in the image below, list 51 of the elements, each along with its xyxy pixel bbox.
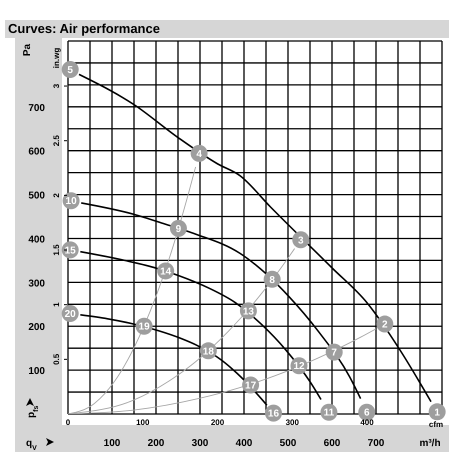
- annotation: 10: [66, 196, 78, 208]
- text: m³/h: [419, 438, 441, 449]
- x2-tick-label: 100: [136, 418, 150, 427]
- y-tick-label: 700: [28, 102, 46, 114]
- y-tick-label: 500: [28, 190, 46, 202]
- annotation: 17: [245, 380, 257, 392]
- annotation: 7: [331, 348, 338, 359]
- x2-tick-label: 0: [66, 418, 71, 427]
- x2-axis-title: cfm: [428, 420, 444, 429]
- annotation: 18: [202, 346, 214, 358]
- annotation: 9: [176, 224, 182, 235]
- annotation: 1: [434, 407, 440, 418]
- x-tick-label: 100: [104, 438, 121, 449]
- annotation: 5: [67, 65, 74, 76]
- x-tick-label: 500: [280, 438, 297, 449]
- annotation: 4: [196, 148, 202, 160]
- x2-tick-label: 200: [210, 418, 225, 427]
- annotation: 14: [160, 266, 172, 278]
- annotation: 13: [242, 306, 254, 318]
- x-axis-title: q$_{V}$: [26, 438, 38, 452]
- y2-tick-label: 3: [52, 83, 61, 88]
- annotation: 8: [269, 274, 276, 286]
- y2-tick-label: 1.5: [52, 244, 61, 256]
- y-tick-label: 100: [28, 366, 46, 378]
- x2-tick-label: 400: [360, 418, 374, 427]
- y-tick-label: 200: [28, 322, 46, 334]
- annotation: 15: [64, 245, 76, 256]
- y2-axis-title: in.wg: [52, 48, 61, 68]
- annotation: 16: [268, 408, 280, 420]
- x-tick-label: 300: [192, 438, 209, 449]
- y2-tick-label: 1: [52, 302, 61, 307]
- x-tick-label: 400: [236, 438, 253, 449]
- annotation: 3: [298, 235, 304, 246]
- text: Pa: [22, 43, 33, 56]
- y2-tick-label: 2: [52, 192, 61, 198]
- y-tick-label: 600: [28, 146, 46, 158]
- annotation: 12: [293, 361, 305, 372]
- x-tick-label: 600: [324, 438, 341, 449]
- annotation: 6: [364, 408, 370, 419]
- y-tick-label: 400: [28, 234, 46, 246]
- annotation: 20: [64, 309, 76, 320]
- y-tick-label: 300: [28, 278, 46, 290]
- chart-title: Curves: Air performance: [8, 21, 160, 37]
- x-tick-label: 700: [368, 438, 385, 449]
- y2-tick-label: 0.5: [52, 353, 61, 365]
- annotation: 19: [138, 322, 150, 333]
- x2-tick-label: 300: [286, 418, 300, 427]
- annotation: 2: [382, 320, 388, 331]
- y2-tick-label: 2.5: [52, 134, 61, 146]
- x-tick-label: 200: [148, 438, 165, 449]
- annotation: 11: [324, 408, 335, 419]
